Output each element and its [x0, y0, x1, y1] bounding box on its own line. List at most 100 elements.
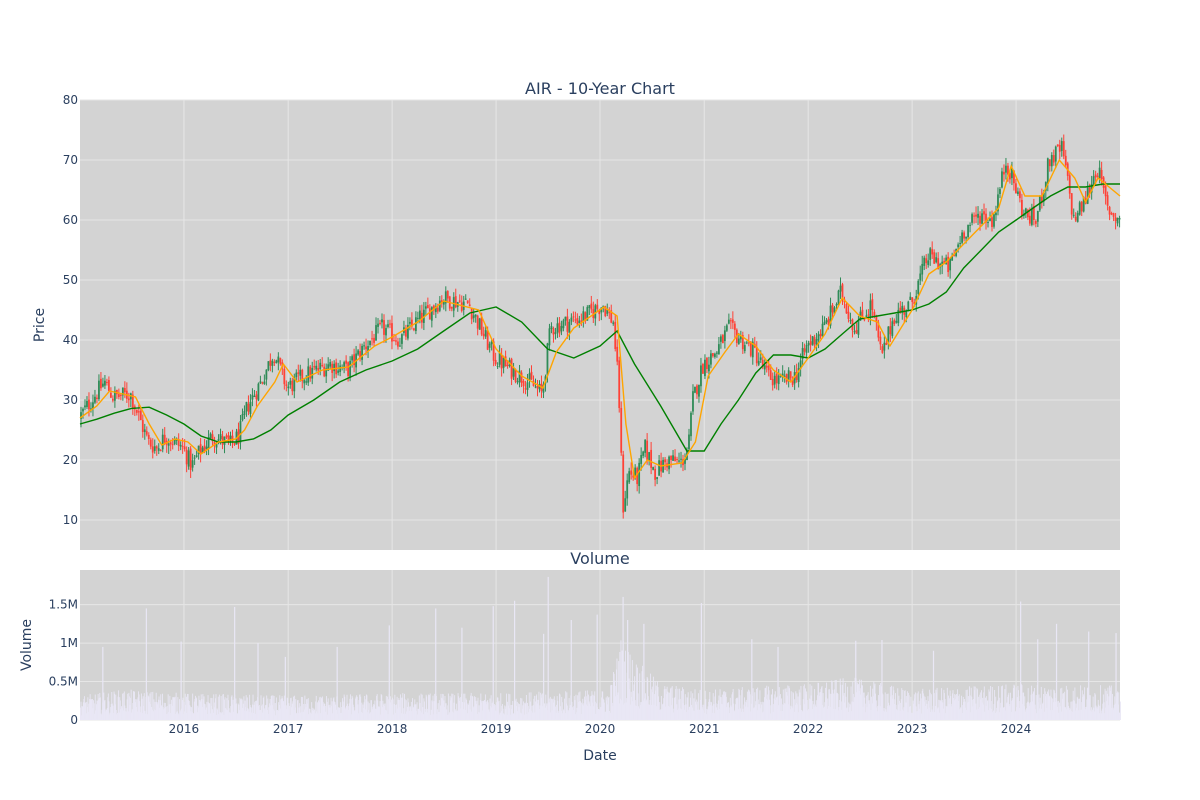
candle-body: [287, 386, 290, 389]
volume-bar: [227, 694, 229, 720]
volume-bar: [898, 695, 900, 720]
volume-bar: [802, 699, 804, 720]
volume-bar: [425, 694, 427, 720]
volume-bar: [647, 696, 649, 720]
candle-body: [385, 328, 387, 336]
candle-body: [474, 314, 477, 317]
candle-body: [733, 323, 736, 330]
volume-bar: [617, 694, 618, 720]
volume-bar: [592, 702, 593, 720]
volume-bar: [370, 700, 372, 720]
volume-bar: [101, 709, 103, 720]
candle-body: [622, 454, 625, 513]
volume-bar: [328, 705, 330, 720]
volume-bar: [397, 708, 399, 720]
volume-bar: [581, 702, 583, 720]
candle-body: [636, 467, 639, 485]
volume-bar: [944, 698, 946, 720]
volume-bar: [775, 700, 777, 720]
volume-bar: [311, 702, 313, 720]
volume-bar: [874, 683, 876, 720]
volume-bar: [197, 705, 199, 720]
candle-body: [275, 360, 278, 364]
volume-bar: [1091, 711, 1093, 720]
volume-bar: [494, 704, 495, 720]
candle-body: [430, 307, 433, 321]
volume-bar: [1090, 710, 1092, 720]
volume-bar: [324, 706, 326, 720]
volume-bar: [291, 707, 293, 720]
volume-bar: [481, 700, 483, 720]
volume-bar: [877, 695, 879, 720]
volume-bar: [1110, 685, 1112, 720]
volume-bar: [450, 697, 452, 720]
volume-bar: [849, 703, 851, 720]
volume-bar: [477, 697, 479, 720]
volume-bar: [368, 709, 370, 720]
candle-body: [492, 341, 495, 361]
candle-body: [743, 345, 746, 352]
candle-body: [412, 328, 415, 331]
volume-bar: [314, 709, 315, 720]
volume-spike-bar: [1088, 631, 1090, 720]
volume-bar: [302, 697, 304, 720]
volume-bar: [416, 710, 417, 720]
volume-bar: [818, 692, 820, 720]
volume-bar: [432, 695, 434, 720]
volume-bar: [929, 689, 931, 720]
volume-bar: [732, 692, 734, 720]
volume-bar: [942, 708, 944, 720]
volume-bar: [755, 705, 757, 720]
candle-body: [1024, 208, 1027, 213]
volume-bar: [416, 702, 418, 720]
volume-bar: [863, 692, 865, 720]
volume-bar: [216, 708, 218, 720]
volume-bar: [210, 705, 212, 720]
volume-bar: [848, 707, 850, 720]
volume-bar: [502, 704, 503, 720]
volume-bar: [811, 709, 813, 720]
volume-bar: [662, 704, 663, 720]
candle-body: [1056, 144, 1059, 146]
volume-bar: [760, 708, 761, 720]
volume-bar: [750, 711, 752, 720]
volume-bar: [607, 704, 609, 720]
candle-body: [570, 317, 573, 322]
volume-bar: [1104, 688, 1106, 720]
volume-bar: [996, 711, 998, 720]
volume-bar: [217, 709, 219, 720]
volume-bar: [965, 690, 967, 720]
volume-bar: [1064, 691, 1066, 720]
volume-bar: [885, 711, 887, 720]
volume-bar: [369, 712, 371, 720]
volume-bar: [429, 694, 431, 720]
volume-bar: [1069, 709, 1071, 720]
volume-bar: [159, 700, 161, 720]
volume-bar: [866, 707, 868, 720]
volume-bar: [279, 695, 281, 720]
volume-bar: [1003, 707, 1005, 720]
volume-bar: [501, 705, 503, 720]
volume-bar: [251, 707, 253, 720]
volume-bar: [417, 714, 419, 720]
volume-bar: [903, 707, 905, 720]
volume-spike-bar: [700, 603, 703, 720]
candle-body: [949, 258, 952, 271]
volume-bar: [1023, 706, 1025, 720]
volume-bar: [893, 704, 895, 720]
candle-body: [933, 252, 936, 264]
volume-bar: [236, 713, 238, 720]
volume-bar: [962, 705, 964, 720]
volume-bar: [1066, 709, 1068, 720]
volume-bar: [393, 704, 395, 720]
volume-bar: [455, 703, 457, 720]
volume-bar: [1110, 690, 1112, 720]
volume-bar: [872, 688, 874, 720]
volume-bar: [490, 695, 492, 720]
volume-bar: [703, 704, 705, 720]
candle-body: [137, 411, 140, 413]
volume-bar: [631, 696, 633, 720]
volume-bar: [436, 714, 438, 720]
volume-bar: [371, 707, 373, 720]
volume-bar: [1006, 702, 1008, 720]
